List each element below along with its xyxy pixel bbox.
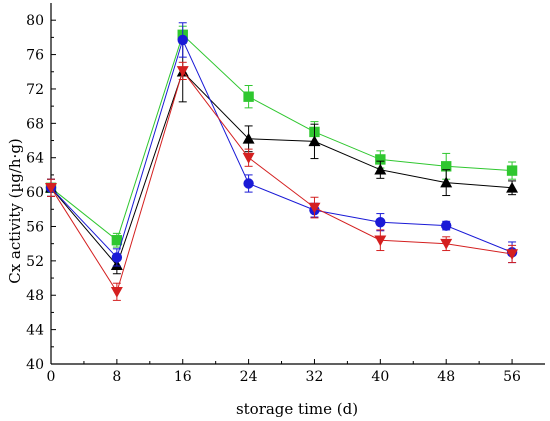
y-tick-label: 56 bbox=[26, 219, 44, 235]
data-point bbox=[506, 249, 519, 260]
x-tick-label: 32 bbox=[306, 369, 324, 385]
data-point bbox=[440, 238, 453, 250]
data-point bbox=[374, 235, 387, 247]
series-circle bbox=[45, 22, 518, 267]
data-point bbox=[243, 178, 254, 189]
series-line bbox=[50, 70, 513, 267]
y-tick-label: 44 bbox=[26, 323, 44, 339]
y-tick-label: 80 bbox=[26, 13, 44, 29]
x-axis-title: storage time (d) bbox=[236, 400, 358, 418]
data-point bbox=[242, 152, 255, 164]
data-point bbox=[176, 66, 189, 77]
y-tick-label: 52 bbox=[26, 254, 44, 270]
data-point bbox=[375, 154, 386, 165]
data-point bbox=[441, 161, 452, 172]
data-point bbox=[308, 202, 321, 214]
data-point bbox=[110, 287, 123, 298]
x-tick-label: 16 bbox=[174, 369, 192, 385]
y-tick-label: 68 bbox=[26, 116, 44, 132]
y-tick-label: 60 bbox=[26, 185, 44, 201]
data-point bbox=[375, 216, 386, 228]
data-point bbox=[440, 176, 453, 188]
series-line bbox=[50, 38, 513, 259]
y-tick-label: 72 bbox=[26, 82, 44, 98]
y-axis-title: Cx activity (µg/h·g) bbox=[6, 138, 24, 284]
y-tick-label: 48 bbox=[26, 288, 44, 304]
y-tick-label: 40 bbox=[26, 357, 44, 373]
data-point bbox=[111, 252, 123, 263]
data-point bbox=[506, 181, 519, 193]
data-point bbox=[308, 135, 321, 147]
series-group bbox=[45, 22, 519, 301]
data-point bbox=[374, 163, 387, 175]
data-point bbox=[242, 132, 255, 144]
x-tick-label: 24 bbox=[240, 369, 258, 385]
data-point bbox=[506, 165, 518, 176]
y-tick-label: 76 bbox=[26, 48, 44, 64]
data-point bbox=[441, 220, 452, 231]
data-point bbox=[45, 183, 57, 194]
data-point bbox=[243, 91, 254, 102]
x-tick-label: 0 bbox=[47, 369, 56, 385]
x-tick-label: 8 bbox=[112, 369, 121, 385]
x-tick-label: 40 bbox=[371, 369, 389, 385]
y-tick-label: 64 bbox=[26, 151, 44, 167]
series-line bbox=[50, 33, 513, 242]
data-point bbox=[111, 235, 123, 246]
series-square bbox=[45, 25, 518, 248]
x-tick-label: 56 bbox=[503, 369, 521, 385]
data-point bbox=[177, 34, 188, 46]
series-triangle-down bbox=[45, 61, 519, 301]
series-line bbox=[50, 69, 513, 293]
x-tick-label: 48 bbox=[437, 369, 455, 385]
axes-group: 40 44 48 52 56 60 64 68 72 76 80 0 8 16 24 32 40 48 56 bbox=[26, 3, 545, 385]
